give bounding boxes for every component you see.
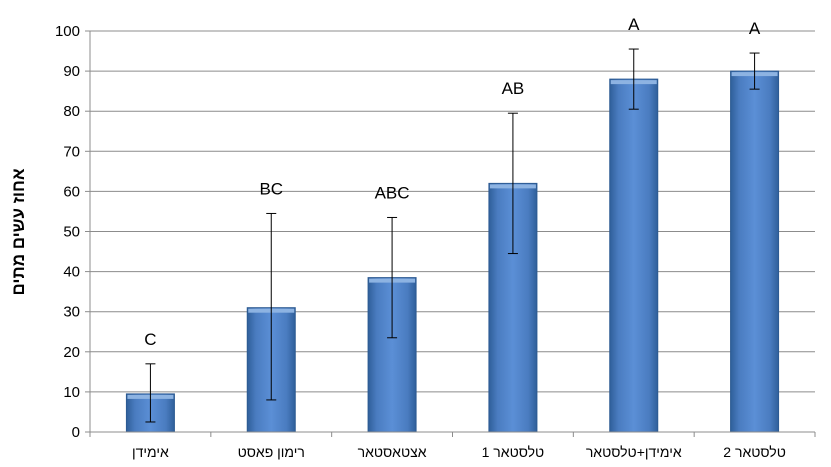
significance-label: C <box>144 330 156 349</box>
bar <box>730 70 780 433</box>
y-tick-label: 20 <box>63 344 80 361</box>
axes <box>85 30 816 437</box>
x-tick-label: טלסטאר 1 <box>482 444 545 460</box>
y-tick-label: 30 <box>63 304 80 321</box>
x-tick-label: אימידן <box>132 444 169 460</box>
y-tick-label: 40 <box>63 264 80 281</box>
y-tick-label: 100 <box>55 23 80 40</box>
y-tick-label: 80 <box>63 103 80 120</box>
error-bars <box>145 48 760 423</box>
y-tick-label: 10 <box>63 384 80 401</box>
x-tick-label: אימידן+טלסטאר <box>586 444 682 460</box>
significance-label: AB <box>502 79 525 98</box>
y-tick-label: 50 <box>63 224 80 241</box>
x-tick-label: רימון פאסט <box>238 444 305 460</box>
labels: 0 10 20 30 40 50 60 70 80 90 100 C אימידן BC רימון פאס… <box>55 15 786 460</box>
y-tick-label: 90 <box>63 63 80 80</box>
y-tick-label: 0 <box>72 424 80 441</box>
y-tick-label: 60 <box>63 183 80 200</box>
y-tick-label: 70 <box>63 143 80 160</box>
significance-label: A <box>749 19 761 38</box>
x-tick-label: טלסטאר 2 <box>723 444 786 460</box>
significance-label: ABC <box>375 183 410 202</box>
gridlines <box>90 30 815 393</box>
x-tick-label: אצטאסטאר <box>358 444 427 460</box>
bar <box>609 78 659 433</box>
bars <box>125 70 780 433</box>
significance-label: BC <box>259 179 283 198</box>
y-axis-title: אחוז עשים מתים <box>9 168 28 295</box>
significance-label: A <box>628 15 640 34</box>
